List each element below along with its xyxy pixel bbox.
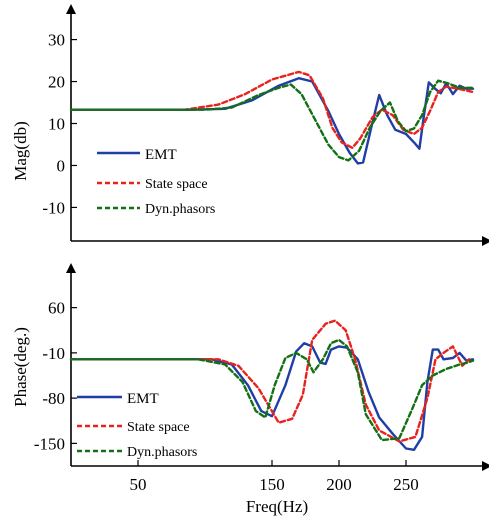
magnitude-chart: 30 20 10 0 -10 Mag(db) EMT State space Dyn.p…	[11, 4, 489, 246]
mag-y-ticks: 30 20 10 0 -10	[42, 31, 77, 217]
mag-legend-statespace-label: State space	[145, 177, 208, 192]
phase-x-tick-label: 50	[130, 475, 147, 494]
phase-ticks: 60 -10 -80 -150 50 150 200 250	[34, 299, 419, 494]
mag-y-tick-label: -10	[42, 198, 65, 217]
phase-legend: EMT State space Dyn.phasors	[77, 391, 197, 460]
phase-x-tick-label: 150	[259, 475, 285, 494]
mag-y-tick-label: 30	[48, 31, 65, 50]
phase-y-tick-label: 60	[48, 299, 65, 318]
phase-series-dynphasors	[69, 338, 475, 442]
mag-series-statespace	[69, 70, 475, 149]
mag-series	[69, 70, 475, 165]
mag-y-tick-label: 0	[57, 156, 66, 175]
phase-x-label: Freq(Hz)	[246, 497, 308, 516]
mag-y-label: Mag(db)	[11, 121, 30, 180]
phase-legend-statespace-label: State space	[127, 420, 190, 435]
phase-y-tick-label: -80	[42, 389, 65, 408]
phase-legend-emt-label: EMT	[127, 391, 159, 407]
phase-y-tick-label: -10	[42, 344, 65, 363]
phase-y-tick-label: -150	[34, 434, 65, 453]
mag-y-tick-label: 20	[48, 73, 65, 92]
mag-legend: EMT State space Dyn.phasors	[97, 147, 215, 217]
phase-x-tick-label: 200	[326, 475, 352, 494]
phase-series	[69, 319, 475, 451]
phase-x-tick-label: 250	[393, 475, 419, 494]
mag-legend-emt-label: EMT	[145, 147, 177, 163]
phase-chart: 60 -10 -80 -150 50 150 200 250 Phase(deg.) Freq…	[11, 263, 489, 516]
mag-y-tick-label: 10	[48, 115, 65, 134]
mag-series-dynphasors	[69, 79, 475, 162]
phase-legend-dynphasors-label: Dyn.phasors	[127, 445, 197, 460]
phase-y-label: Phase(deg.)	[11, 327, 30, 407]
mag-legend-dynphasors-label: Dyn.phasors	[145, 202, 215, 217]
